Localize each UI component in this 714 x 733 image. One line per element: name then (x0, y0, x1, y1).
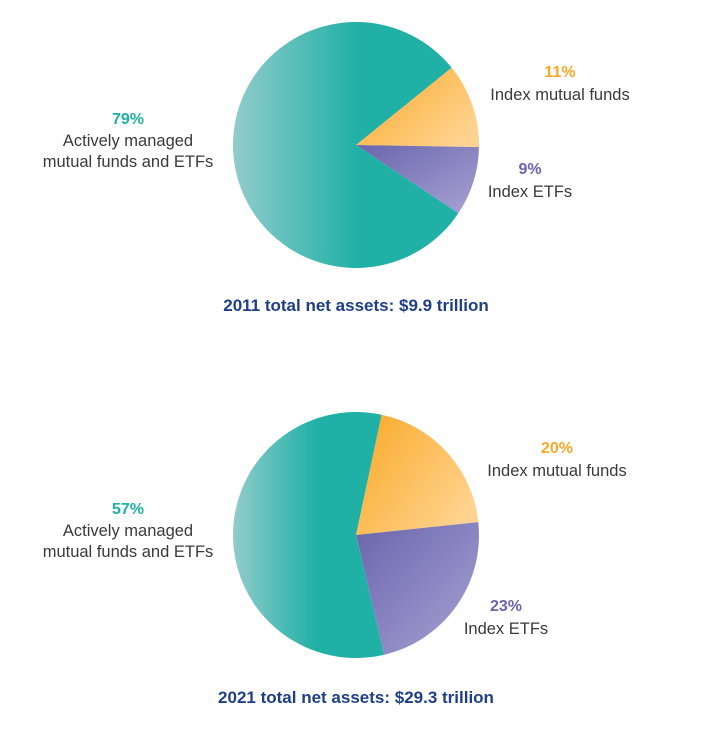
pie-slice-index-etfs (356, 522, 480, 655)
pie-slice-active (232, 412, 385, 659)
label-2021-active-line1: Actively managed (63, 522, 193, 540)
pct-2011-active: 79% (112, 111, 144, 128)
pie-slice-active (233, 21, 459, 268)
label-2021-active-line2: mutual funds and ETFs (43, 543, 214, 561)
pie-slice-index-funds (356, 67, 479, 148)
label-2021-index-funds: Index mutual funds (487, 462, 626, 480)
caption-2011: 2011 total net assets: $9.9 trillion (223, 296, 489, 315)
caption-2021: 2021 total net assets: $29.3 trillion (218, 688, 494, 707)
label-2011-index-funds: Index mutual funds (490, 86, 629, 104)
pie-chart-2011: 79% Actively managed mutual funds and ET… (43, 21, 630, 315)
pie-slice-index-etfs (356, 145, 479, 214)
pct-2021-index-etfs: 23% (490, 598, 522, 615)
pie-slice-index-funds (356, 414, 479, 535)
pie-chart-2021: 57% Actively managed mutual funds and ET… (43, 412, 627, 707)
pct-2011-index-funds: 11% (544, 64, 575, 81)
pie-2011-slices (233, 21, 479, 268)
label-2011-index-etfs: Index ETFs (488, 183, 572, 201)
pct-2011-index-etfs: 9% (518, 161, 541, 178)
label-2011-active-line2: mutual funds and ETFs (43, 153, 214, 171)
label-2021-index-etfs: Index ETFs (464, 620, 548, 638)
label-2011-active-line1: Actively managed (63, 132, 193, 150)
pct-2021-active: 57% (112, 501, 144, 518)
pie-2021-slices (232, 412, 480, 659)
pct-2021-index-funds: 20% (541, 440, 573, 457)
